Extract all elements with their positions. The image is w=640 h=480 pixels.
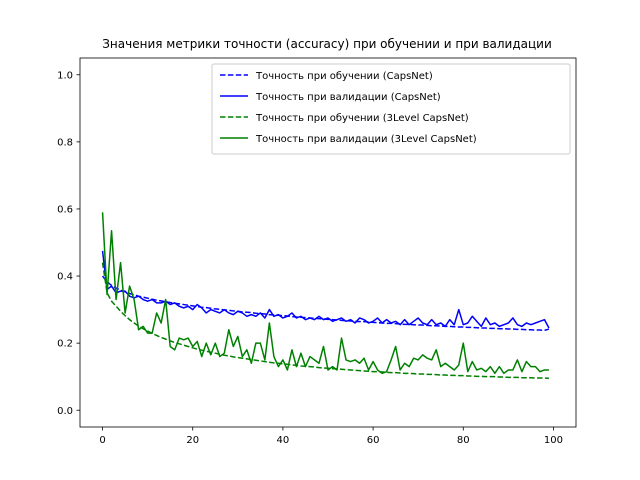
y-tick-label: 0.4 bbox=[57, 272, 73, 283]
y-tick-label: 0.0 bbox=[57, 406, 73, 417]
x-tick-label: 20 bbox=[186, 435, 199, 446]
x-tick-label: 100 bbox=[544, 435, 563, 446]
series-line-4 bbox=[101, 212, 549, 375]
legend-label-3: Точность при обучении (3Level CapsNet) bbox=[255, 113, 469, 124]
series-group bbox=[101, 212, 550, 380]
legend: Точность при обучении (CapsNet) Точность … bbox=[211, 63, 571, 155]
axes-frame bbox=[79, 57, 577, 428]
chart-title: Значения метрики точности (accuracy) при… bbox=[102, 37, 552, 51]
y-tick-label: 0.2 bbox=[57, 339, 73, 350]
legend-label-1: Точность при обучении (CapsNet) bbox=[255, 71, 433, 82]
legend-label-2: Точность при валидации (CapsNet) bbox=[255, 92, 441, 103]
axes: 0 20 40 60 80 100 0.0 0.2 0.4 0.6 0.8 1.0 bbox=[57, 57, 577, 446]
x-tick-label: 80 bbox=[457, 435, 470, 446]
x-tick-label: 60 bbox=[367, 435, 380, 446]
y-tick-label: 0.6 bbox=[57, 205, 73, 216]
legend-label-4: Точность при валидации (3Level CapsNet) bbox=[255, 134, 477, 145]
x-tick-label: 0 bbox=[99, 435, 105, 446]
series-line-2 bbox=[101, 250, 550, 329]
y-tick-label: 1.0 bbox=[57, 70, 73, 81]
y-tick-label: 0.8 bbox=[57, 137, 73, 148]
x-tick-label: 40 bbox=[277, 435, 290, 446]
legend-box bbox=[211, 63, 571, 155]
